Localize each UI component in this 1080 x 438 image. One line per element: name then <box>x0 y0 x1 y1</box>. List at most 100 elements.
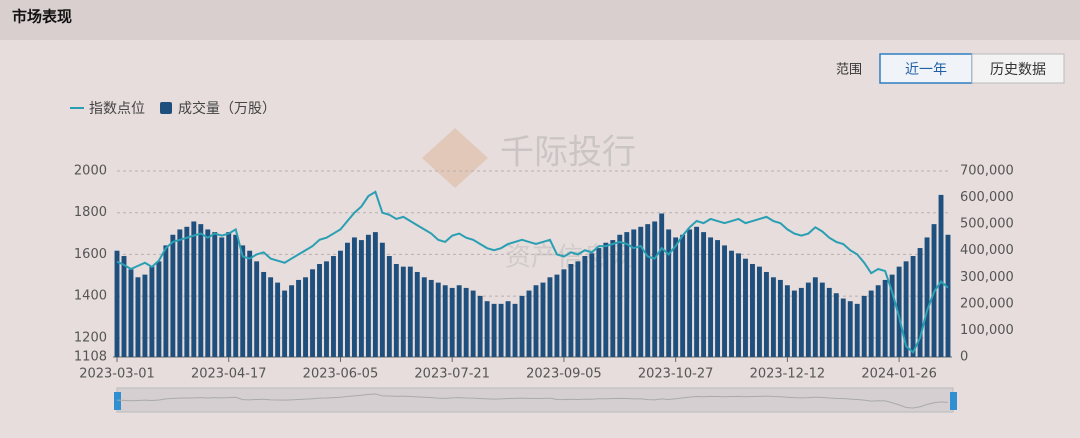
watermark-brand: 千际投行 <box>500 133 636 173</box>
bar <box>121 256 127 357</box>
bar <box>414 271 420 357</box>
bar <box>680 234 686 357</box>
bar <box>561 269 567 357</box>
bar <box>379 242 385 357</box>
zoom-handle[interactable] <box>950 392 957 410</box>
x-tick-label: 2024-01-26 <box>861 367 937 382</box>
bar <box>589 253 595 357</box>
range-button[interactable] <box>879 53 973 84</box>
bar <box>268 277 274 357</box>
bar <box>805 282 811 357</box>
y-tick-label: 1108 <box>74 350 107 365</box>
header-title: 市场表现 <box>12 8 72 26</box>
bar <box>791 290 797 357</box>
bar <box>212 232 218 357</box>
range-label: 范围 <box>836 63 862 78</box>
bar <box>463 287 469 357</box>
y2-tick-label: 500,000 <box>960 217 1014 232</box>
x-tick-label: 2023-06-05 <box>303 367 379 382</box>
bar <box>296 279 302 357</box>
bar <box>226 232 232 357</box>
bar <box>275 282 281 357</box>
bar <box>938 194 944 357</box>
bar <box>903 261 909 357</box>
bar <box>917 248 923 357</box>
bar <box>149 266 155 357</box>
bar <box>233 234 239 357</box>
bar <box>945 234 951 357</box>
bar <box>910 256 916 357</box>
legend-swatch <box>160 102 172 114</box>
bar <box>603 242 609 357</box>
bar <box>770 277 776 357</box>
bar <box>847 301 853 357</box>
bar <box>812 277 818 357</box>
y-tick-label: 1400 <box>74 289 107 304</box>
bar <box>128 269 134 357</box>
bar <box>784 285 790 357</box>
x-tick-label: 2023-04-17 <box>191 367 267 382</box>
y-tick-label: 1600 <box>74 247 107 262</box>
bar <box>428 279 434 357</box>
bar <box>498 303 504 357</box>
zoom-handle[interactable] <box>114 392 121 410</box>
history-button[interactable] <box>971 53 1065 84</box>
watermark: 千际投行 资产信息网 <box>422 128 636 273</box>
bar <box>924 237 930 357</box>
bar <box>261 271 267 357</box>
range-button-text[interactable]: 近一年 <box>905 62 947 78</box>
bar <box>652 221 658 357</box>
bar <box>798 287 804 357</box>
bar <box>365 234 371 357</box>
bar <box>372 232 378 357</box>
history-button-text[interactable]: 历史数据 <box>990 62 1046 78</box>
bar <box>442 285 448 357</box>
y-tick-label: 1800 <box>74 205 107 220</box>
bar <box>568 264 574 357</box>
bar <box>666 229 672 357</box>
bar <box>861 295 867 357</box>
bar <box>491 303 497 357</box>
y-tick-label: 2000 <box>74 164 107 179</box>
bar <box>156 261 162 357</box>
bar <box>540 282 546 357</box>
bar <box>407 266 413 357</box>
bar <box>729 250 734 357</box>
bar <box>324 261 329 357</box>
bar <box>142 274 148 357</box>
bar <box>289 285 295 357</box>
watermark-logo <box>422 128 488 188</box>
bar <box>582 256 588 357</box>
y2-tick-label: 100,000 <box>960 323 1014 338</box>
legend-label: 成交量（万股） <box>178 100 276 117</box>
bar <box>512 303 518 357</box>
bar <box>240 245 246 357</box>
bar <box>526 290 532 357</box>
bar <box>554 274 560 357</box>
bar <box>833 293 839 357</box>
bar <box>826 287 832 357</box>
x-tick-label: 2023-03-01 <box>79 367 155 382</box>
bar <box>219 237 225 357</box>
legend-label: 指数点位 <box>89 101 145 117</box>
bar <box>638 226 644 357</box>
bar <box>659 213 665 357</box>
bar <box>819 282 825 357</box>
bar <box>743 258 748 357</box>
x-tick-label: 2023-10-27 <box>638 367 714 382</box>
bar <box>393 264 399 357</box>
bar <box>449 287 455 357</box>
y2-tick-label: 0 <box>960 350 968 365</box>
bar <box>205 229 211 357</box>
bar <box>736 253 741 357</box>
zoom-preview <box>116 393 949 409</box>
bar <box>882 279 888 357</box>
y2-tick-label: 200,000 <box>960 296 1014 311</box>
bar <box>889 274 895 357</box>
bar <box>610 240 616 357</box>
bar <box>645 224 651 357</box>
bar <box>184 226 190 357</box>
y2-tick-label: 400,000 <box>960 243 1014 258</box>
bar <box>198 224 204 357</box>
